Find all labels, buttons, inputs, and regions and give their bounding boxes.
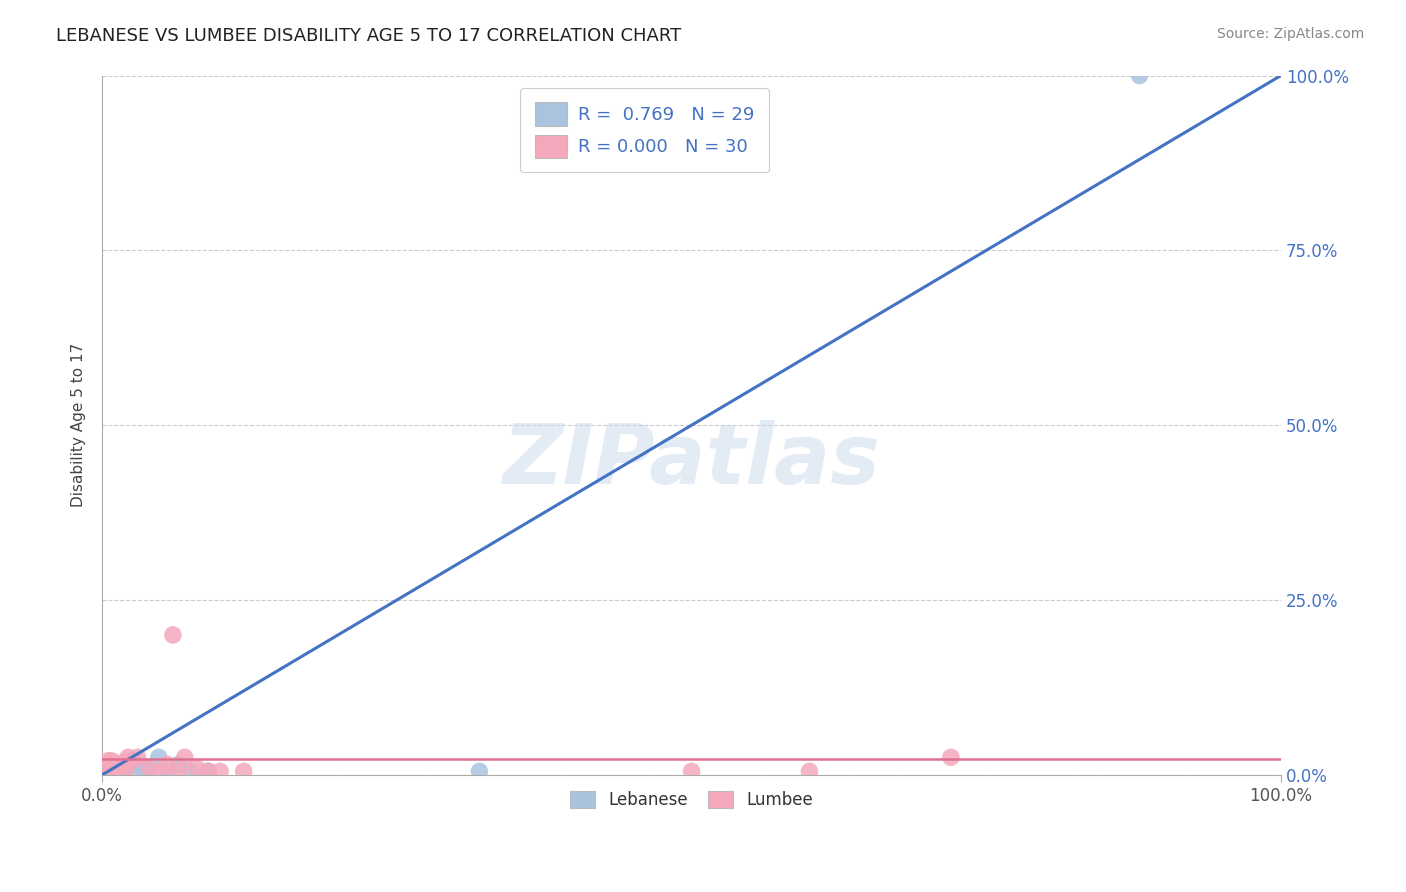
- Point: [167, 757, 190, 772]
- Point: [117, 757, 139, 772]
- Point: [94, 766, 117, 780]
- Point: [127, 759, 149, 773]
- Point: [108, 765, 131, 780]
- Point: [121, 754, 143, 768]
- Point: [117, 750, 139, 764]
- Point: [98, 766, 121, 780]
- Point: [232, 764, 254, 779]
- Point: [94, 765, 117, 780]
- Point: [681, 764, 703, 779]
- Point: [162, 628, 184, 642]
- Point: [148, 750, 170, 764]
- Point: [138, 761, 160, 775]
- Point: [100, 765, 122, 780]
- Point: [91, 764, 114, 779]
- Point: [107, 761, 129, 775]
- Point: [939, 750, 962, 764]
- Point: [101, 768, 124, 782]
- Point: [468, 764, 491, 779]
- Point: [93, 768, 115, 782]
- Point: [167, 764, 190, 779]
- Point: [108, 759, 131, 773]
- Point: [124, 756, 146, 770]
- Point: [156, 764, 179, 779]
- Point: [150, 764, 173, 779]
- Point: [173, 750, 195, 764]
- Point: [110, 762, 132, 776]
- Point: [91, 766, 114, 780]
- Point: [97, 768, 120, 782]
- Point: [1128, 69, 1150, 83]
- Point: [197, 764, 219, 779]
- Point: [104, 766, 127, 780]
- Point: [114, 762, 136, 776]
- Point: [100, 754, 122, 768]
- Point: [105, 762, 128, 776]
- Point: [93, 765, 115, 780]
- Point: [103, 764, 125, 779]
- Point: [100, 764, 122, 779]
- Point: [186, 761, 208, 775]
- Point: [799, 764, 821, 779]
- Point: [132, 761, 155, 775]
- Text: Source: ZipAtlas.com: Source: ZipAtlas.com: [1216, 27, 1364, 41]
- Point: [156, 757, 179, 772]
- Point: [98, 757, 121, 772]
- Point: [97, 754, 120, 768]
- Point: [197, 764, 219, 779]
- Point: [180, 764, 202, 779]
- Point: [105, 757, 128, 772]
- Point: [127, 750, 149, 764]
- Text: LEBANESE VS LUMBEE DISABILITY AGE 5 TO 17 CORRELATION CHART: LEBANESE VS LUMBEE DISABILITY AGE 5 TO 1…: [56, 27, 682, 45]
- Point: [112, 759, 135, 773]
- Point: [121, 758, 143, 772]
- Text: ZIPatlas: ZIPatlas: [503, 419, 880, 500]
- Legend: Lebanese, Lumbee: Lebanese, Lumbee: [564, 784, 820, 815]
- Point: [114, 762, 136, 776]
- Point: [100, 761, 122, 775]
- Point: [103, 764, 125, 779]
- Point: [93, 768, 115, 782]
- Point: [138, 762, 160, 776]
- Point: [112, 756, 135, 770]
- Point: [209, 764, 232, 779]
- Point: [96, 765, 118, 780]
- Y-axis label: Disability Age 5 to 17: Disability Age 5 to 17: [72, 343, 86, 508]
